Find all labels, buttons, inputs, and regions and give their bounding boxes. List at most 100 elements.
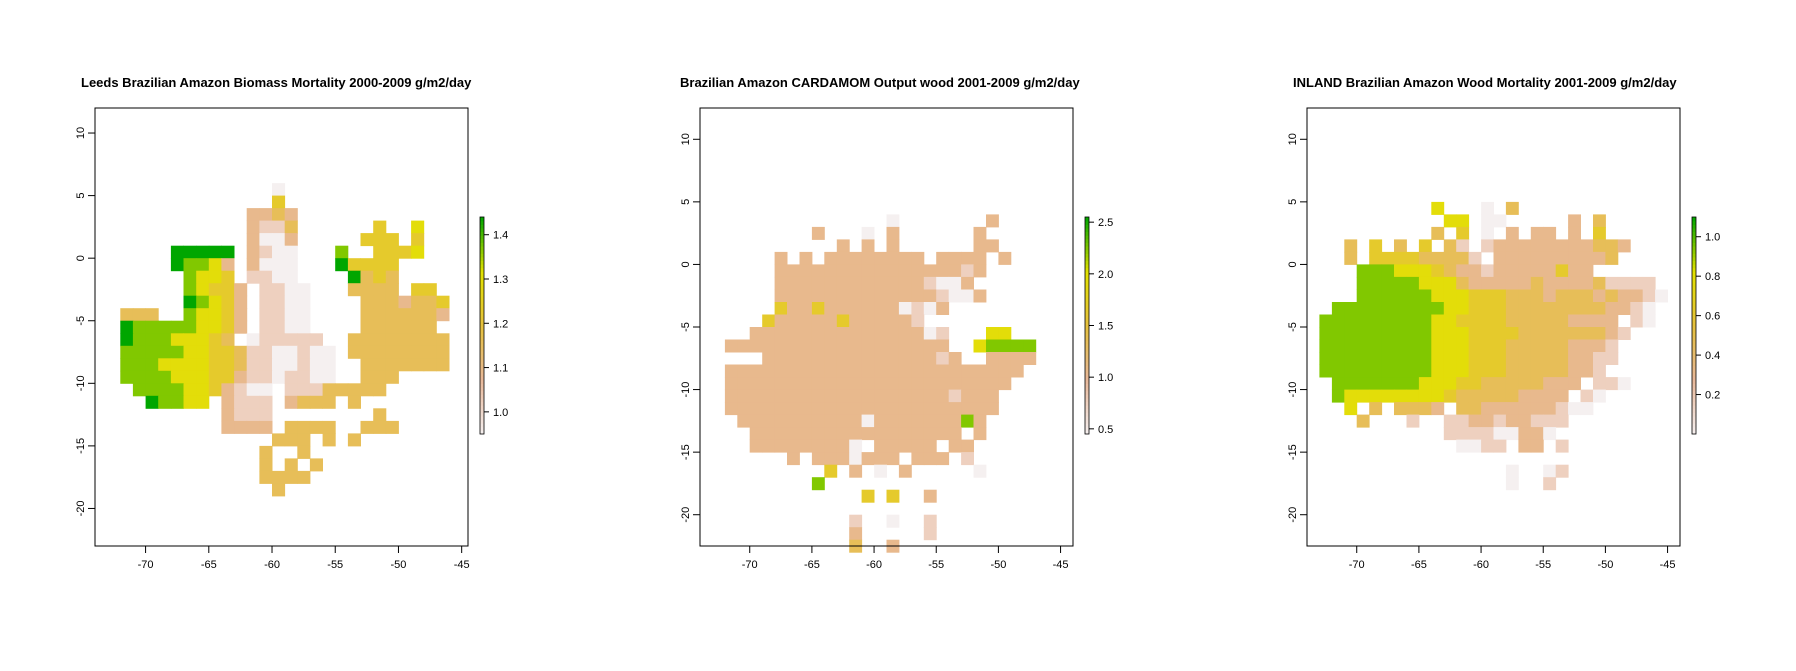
y-tick-label: -15: [680, 444, 692, 460]
colorbar-segment: [1692, 354, 1696, 359]
heatmap-cell: [973, 289, 987, 303]
heatmap-cell: [297, 308, 311, 322]
heatmap-cell: [373, 233, 387, 247]
heatmap-cell: [762, 402, 776, 416]
y-tick-label: -15: [1287, 444, 1299, 460]
heatmap-cell: [1456, 327, 1470, 340]
heatmap-cell: [898, 302, 912, 315]
heatmap-cell: [1418, 339, 1432, 353]
colorbar-segment: [480, 245, 484, 251]
heatmap-cell: [373, 358, 387, 372]
heatmap-cell: [811, 302, 825, 315]
x-tick-label: -60: [264, 559, 280, 571]
heatmap-cell: [799, 414, 813, 428]
heatmap-cell: [898, 327, 912, 340]
heatmap-cell: [259, 445, 273, 459]
heatmap-cell: [1555, 302, 1569, 315]
heatmap-cell: [824, 327, 838, 340]
colorbar-segment: [1692, 397, 1696, 403]
colorbar-segment: [480, 354, 484, 359]
heatmap-cell: [861, 327, 875, 340]
heatmap-cell: [132, 358, 146, 372]
heatmap-cell: [1356, 364, 1370, 378]
heatmap-cell: [762, 427, 776, 441]
heatmap-cell: [923, 264, 937, 278]
heatmap-cell: [1431, 251, 1445, 265]
heatmap-cell: [385, 370, 399, 384]
colorbar-segment: [1692, 372, 1696, 377]
heatmap-cell: [1593, 352, 1606, 365]
colorbar-segment: [480, 329, 484, 334]
heatmap-cell: [1493, 239, 1507, 253]
heatmap-cell: [849, 352, 863, 365]
heatmap-cell: [360, 370, 374, 384]
colorbar-tick-label: 1.1: [493, 363, 508, 375]
heatmap-cell: [749, 402, 763, 416]
heatmap-cell: [1418, 314, 1432, 328]
heatmap-cell: [1555, 239, 1569, 253]
heatmap-cell: [911, 377, 925, 391]
panel-2: Brazilian Amazon CARDAMOM Output wood 20…: [680, 75, 1113, 571]
heatmap-cell: [1481, 377, 1494, 391]
heatmap-cell: [1580, 314, 1594, 328]
heatmap-cell: [246, 208, 260, 222]
heatmap-cell: [1543, 352, 1557, 365]
heatmap-cell: [923, 414, 937, 428]
heatmap-cell: [284, 433, 298, 447]
colorbar-segment: [1692, 253, 1696, 258]
heatmap-cell: [787, 439, 800, 453]
y-tick-label: -10: [1287, 382, 1299, 398]
heatmap-cell: [936, 414, 950, 428]
heatmap-cell: [436, 308, 450, 322]
colorbar-tick-label: 2.0: [1098, 269, 1113, 281]
heatmap-cell: [861, 289, 875, 303]
colorbar-segment: [480, 350, 484, 356]
y-tick-label: -20: [1287, 507, 1299, 523]
heatmap-cell: [373, 408, 387, 422]
colorbar-segment: [480, 260, 484, 265]
heatmap-cell: [1443, 276, 1457, 290]
heatmap-cell: [221, 245, 235, 259]
heatmap-cell: [774, 439, 788, 453]
heatmap-cell: [973, 414, 987, 428]
heatmap-cell: [1418, 377, 1432, 391]
heatmap-cell: [1518, 377, 1532, 391]
heatmap-cell: [234, 395, 248, 409]
y-tick-label: 0: [680, 261, 692, 267]
heatmap-cell: [284, 283, 298, 297]
heatmap-cell: [886, 239, 900, 253]
heatmap-cell: [1493, 377, 1507, 391]
heatmap-cell: [1394, 314, 1407, 328]
heatmap-cell: [1369, 264, 1383, 278]
heatmap-cell: [874, 414, 887, 428]
heatmap-cell: [824, 389, 838, 403]
heatmap-cell: [1505, 201, 1519, 215]
heatmap-cell: [861, 364, 875, 378]
heatmap-cell: [1493, 314, 1507, 328]
heatmap-cell: [886, 389, 900, 403]
heatmap-cell: [849, 289, 863, 303]
heatmap-cell: [749, 377, 763, 391]
heatmap-cell: [1443, 389, 1457, 403]
colorbar-segment: [480, 430, 484, 435]
heatmap-cell: [1568, 402, 1581, 416]
heatmap-cell: [183, 395, 197, 409]
heatmap-cell: [849, 327, 863, 340]
heatmap-cell: [1443, 352, 1457, 365]
heatmap-cell: [787, 302, 800, 315]
heatmap-cell: [1555, 389, 1569, 403]
heatmap-cell: [961, 289, 974, 303]
heatmap-cell: [1543, 377, 1557, 391]
heatmap-cell: [973, 402, 987, 416]
colorbar-segment: [1692, 282, 1696, 287]
heatmap-cell: [196, 258, 210, 272]
heatmap-cell: [347, 345, 361, 359]
heatmap-cell: [1319, 352, 1333, 365]
heatmap-cell: [1418, 289, 1432, 303]
heatmap-cell: [836, 239, 850, 253]
colorbar-segment: [480, 318, 484, 323]
heatmap-cell: [259, 470, 273, 484]
heatmap-cell: [824, 251, 838, 265]
heatmap-cell: [1369, 276, 1383, 290]
heatmap-cell: [936, 264, 950, 278]
